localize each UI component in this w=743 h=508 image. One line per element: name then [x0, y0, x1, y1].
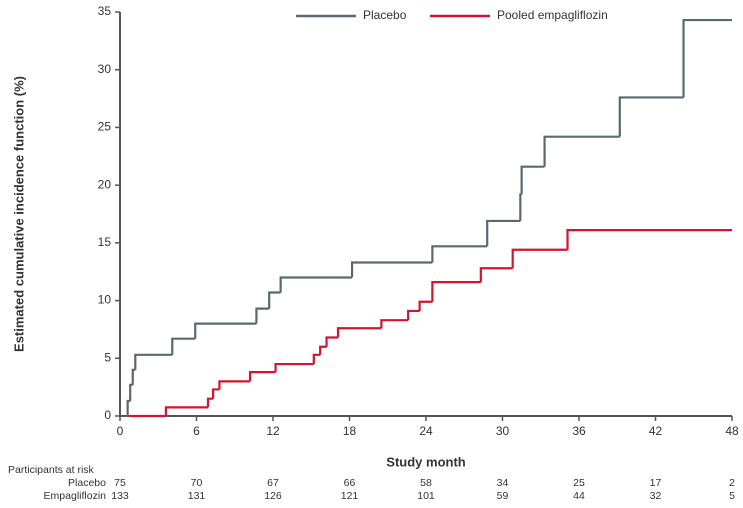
step-segment: [319, 345, 327, 355]
x-tick-label: 42: [649, 424, 663, 438]
risk-count: 75: [114, 477, 126, 489]
y-tick-label: 0: [104, 408, 111, 422]
step-segment: [380, 319, 409, 329]
risk-count: 44: [573, 490, 585, 502]
step-segment: [126, 399, 131, 416]
y-tick-label: 35: [98, 4, 112, 18]
step-segment: [350, 261, 433, 278]
y-tick-label: 25: [98, 120, 112, 134]
x-tick-label: 48: [725, 424, 739, 438]
risk-count: 101: [417, 490, 435, 502]
step-segment: [682, 18, 732, 98]
step-segment: [418, 300, 433, 311]
risk-count: 66: [344, 477, 356, 489]
step-segment: [218, 380, 251, 390]
risk-table-title: Participants at risk: [8, 464, 95, 476]
step-segment: [519, 193, 522, 221]
x-tick-label: 24: [419, 424, 433, 438]
step-segment: [325, 336, 339, 347]
x-axis-label: Study month: [386, 454, 465, 469]
x-tick-label: 36: [572, 424, 586, 438]
step-segment: [279, 276, 353, 293]
y-tick-label: 5: [104, 350, 111, 364]
step-segment: [134, 353, 173, 370]
risk-row-label: Empagliflozin: [44, 490, 107, 502]
risk-count: 34: [497, 477, 509, 489]
x-tick-label: 0: [117, 424, 124, 438]
risk-count: 2: [729, 477, 735, 489]
step-segment: [520, 165, 545, 195]
risk-count: 59: [497, 490, 509, 502]
step-segment: [274, 362, 314, 373]
step-segment: [566, 229, 732, 250]
y-tick-label: 10: [98, 293, 112, 307]
step-segment: [431, 281, 481, 302]
risk-count: 121: [341, 490, 359, 502]
step-segment: [431, 245, 488, 263]
risk-count: 17: [650, 477, 662, 489]
y-tick-label: 20: [98, 177, 112, 191]
risk-count: 58: [420, 477, 432, 489]
step-segment: [268, 291, 281, 309]
y-tick-label: 15: [98, 235, 112, 249]
x-tick-label: 18: [343, 424, 357, 438]
risk-count: 67: [267, 477, 279, 489]
step-segment: [479, 267, 513, 283]
x-tick-label: 6: [193, 424, 200, 438]
step-segment: [486, 219, 521, 247]
step-segment: [129, 383, 133, 401]
step-segment: [255, 307, 270, 324]
risk-count: 133: [111, 490, 129, 502]
step-segment: [511, 248, 568, 269]
legend-label: Pooled empagliflozin: [497, 8, 608, 22]
legend-label: Placebo: [363, 8, 407, 22]
y-axis-label: Estimated cumulative incidence function …: [11, 76, 26, 352]
risk-count: 5: [729, 490, 735, 502]
risk-count: 131: [188, 490, 206, 502]
step-segment: [407, 309, 420, 321]
step-segment: [336, 327, 382, 338]
x-tick-label: 12: [266, 424, 280, 438]
risk-count: 126: [264, 490, 282, 502]
y-tick-label: 30: [98, 62, 112, 76]
step-segment: [312, 353, 321, 365]
step-segment: [543, 135, 620, 167]
step-segment: [206, 397, 214, 408]
step-segment: [211, 388, 220, 399]
step-segment: [171, 337, 196, 355]
risk-row-label: Placebo: [68, 477, 106, 489]
step-segment: [131, 368, 136, 385]
step-segment: [618, 96, 684, 137]
x-tick-label: 30: [496, 424, 510, 438]
step-segment: [194, 322, 257, 339]
risk-count: 25: [573, 477, 585, 489]
risk-count: 70: [191, 477, 203, 489]
step-segment: [248, 371, 276, 382]
risk-count: 32: [650, 490, 662, 502]
step-segment: [164, 406, 208, 416]
